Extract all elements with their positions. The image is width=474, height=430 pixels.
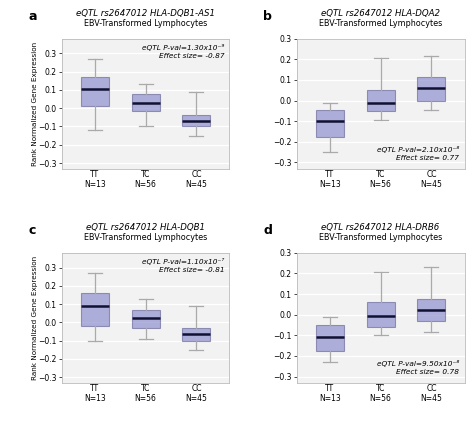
Text: b: b <box>263 10 272 23</box>
PathPatch shape <box>366 302 394 327</box>
PathPatch shape <box>81 77 109 106</box>
PathPatch shape <box>316 325 344 351</box>
PathPatch shape <box>316 110 344 137</box>
Text: c: c <box>28 224 36 237</box>
PathPatch shape <box>132 95 160 111</box>
PathPatch shape <box>182 328 210 341</box>
Text: d: d <box>263 224 272 237</box>
Text: eQTL rs2647012 HLA-DRB6: eQTL rs2647012 HLA-DRB6 <box>321 223 440 232</box>
PathPatch shape <box>81 293 109 326</box>
Text: eQTL P-val=2.10x10⁻⁸
Effect size= 0.77: eQTL P-val=2.10x10⁻⁸ Effect size= 0.77 <box>377 146 459 161</box>
Text: eQTL P-val=1.30x10⁻⁹
Effect size= -0.87: eQTL P-val=1.30x10⁻⁹ Effect size= -0.87 <box>142 44 225 59</box>
PathPatch shape <box>366 90 394 111</box>
Y-axis label: Rank Normalized Gene Expression: Rank Normalized Gene Expression <box>33 42 38 166</box>
Y-axis label: Rank Normalized Gene Expression: Rank Normalized Gene Expression <box>33 256 38 380</box>
Text: EBV-Transformed Lymphocytes: EBV-Transformed Lymphocytes <box>84 18 207 28</box>
Text: eQTL rs2647012 HLA-DQB1-AS1: eQTL rs2647012 HLA-DQB1-AS1 <box>76 9 215 18</box>
PathPatch shape <box>418 299 446 321</box>
PathPatch shape <box>418 77 446 101</box>
Text: eQTL rs2647012 HLA-DQA2: eQTL rs2647012 HLA-DQA2 <box>321 9 440 18</box>
PathPatch shape <box>182 116 210 126</box>
Text: eQTL P-val=1.10x10⁻⁷
Effect size= -0.81: eQTL P-val=1.10x10⁻⁷ Effect size= -0.81 <box>142 258 225 273</box>
Text: EBV-Transformed Lymphocytes: EBV-Transformed Lymphocytes <box>84 233 207 242</box>
Text: eQTL P-val=9.50x10⁻⁸
Effect size= 0.78: eQTL P-val=9.50x10⁻⁸ Effect size= 0.78 <box>377 360 459 375</box>
Text: EBV-Transformed Lymphocytes: EBV-Transformed Lymphocytes <box>319 233 442 242</box>
Text: EBV-Transformed Lymphocytes: EBV-Transformed Lymphocytes <box>319 18 442 28</box>
Text: eQTL rs2647012 HLA-DQB1: eQTL rs2647012 HLA-DQB1 <box>86 223 205 232</box>
PathPatch shape <box>132 310 160 328</box>
Text: a: a <box>28 10 36 23</box>
